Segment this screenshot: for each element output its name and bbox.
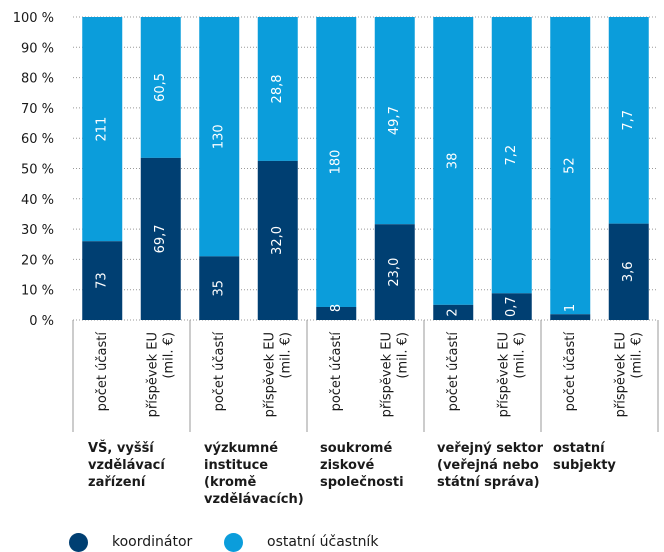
data-label-other: 180 — [329, 150, 344, 175]
x-tick-label: příspěvek EU — [379, 332, 394, 417]
y-tick-label: 100 % — [13, 11, 54, 26]
data-label-coordinator: 35 — [212, 280, 227, 297]
bar-other-participant — [491, 17, 532, 294]
x-tick-label: (mil. €) — [629, 332, 644, 379]
x-tick-label: příspěvek EU — [613, 332, 628, 417]
x-tick-label: (mil. €) — [512, 332, 527, 379]
data-label-other: 28,8 — [270, 74, 285, 103]
group-label-1: VŠ, vyšší vzdělávací zařízení — [88, 441, 165, 490]
data-label-coordinator: 32,0 — [270, 226, 285, 255]
data-label-coordinator: 1 — [563, 304, 578, 312]
data-label-other: 130 — [212, 124, 227, 149]
data-label-other: 211 — [95, 117, 110, 142]
legend-other: ostatní účastník — [224, 532, 379, 552]
bar-other-participant — [257, 17, 298, 161]
x-tick-label: počet účastí — [212, 332, 227, 412]
data-label-coordinator: 3,6 — [621, 261, 636, 282]
x-tick-label: počet účastí — [95, 332, 110, 412]
x-tick-label: (mil. €) — [395, 332, 410, 379]
bar-other-participant — [140, 17, 181, 158]
y-tick-label: 90 % — [21, 41, 54, 56]
bar-coordinator — [199, 256, 240, 320]
group-label-2: výzkumné instituce (kromě vzdělávacích) — [204, 441, 304, 507]
data-label-other: 38 — [446, 153, 461, 170]
data-label-coordinator: 23,0 — [387, 258, 402, 287]
bar-coordinator — [316, 306, 357, 320]
data-label-other: 49,7 — [387, 106, 402, 135]
legend-coordinator-label: koordinátor — [112, 534, 193, 550]
legend-coordinator-swatch — [69, 532, 88, 552]
bar-coordinator — [374, 224, 415, 320]
bar-coordinator — [433, 304, 474, 320]
y-tick-label: 70 % — [21, 102, 54, 117]
x-tick-label: počet účastí — [329, 332, 344, 412]
x-tick-label: příspěvek EU — [496, 332, 511, 417]
data-label-coordinator: 0,7 — [504, 296, 519, 317]
x-tick-label: příspěvek EU — [262, 332, 277, 417]
legend-coordinator: koordinátor — [69, 532, 193, 552]
x-tick-label: (mil. €) — [161, 332, 176, 379]
bar-coordinator — [82, 241, 123, 320]
data-label-coordinator: 8 — [329, 304, 344, 312]
bar-coordinator — [608, 223, 649, 320]
bar-coordinator — [140, 157, 181, 320]
data-label-coordinator: 2 — [446, 308, 461, 316]
bar-other-participant — [374, 17, 415, 225]
bar-other-participant — [550, 17, 591, 315]
data-label-other: 52 — [563, 157, 578, 174]
data-label-coordinator: 69,7 — [153, 224, 168, 253]
x-tick-label: počet účastí — [563, 332, 578, 412]
y-tick-label: 60 % — [21, 132, 54, 147]
group-label-3: soukromé ziskové společnosti — [320, 441, 404, 490]
y-tick-label: 10 % — [21, 284, 54, 299]
legend-other-label: ostatní účastník — [267, 534, 379, 550]
y-tick-label: 0 % — [29, 314, 54, 329]
y-tick-label: 40 % — [21, 193, 54, 208]
x-tick-label: příspěvek EU — [145, 332, 160, 417]
bar-coordinator — [257, 160, 298, 320]
y-tick-label: 50 % — [21, 163, 54, 178]
data-label-coordinator: 73 — [95, 272, 110, 289]
legend-other-swatch — [224, 532, 243, 552]
bar-coordinator — [491, 293, 532, 320]
bar-other-participant — [433, 17, 474, 305]
data-label-other: 7,2 — [504, 145, 519, 166]
bar-other-participant — [608, 17, 649, 224]
bar-other-participant — [199, 17, 240, 257]
group-label-5: ostatní subjekty — [553, 441, 616, 473]
bar-coordinator — [550, 314, 591, 320]
y-tick-label: 80 % — [21, 72, 54, 87]
x-tick-label: počet účastí — [446, 332, 461, 412]
data-label-other: 7,7 — [621, 110, 636, 131]
y-tick-label: 20 % — [21, 253, 54, 268]
y-tick-label: 30 % — [21, 223, 54, 238]
group-label-4: veřejný sektor (veřejná nebo státní sprá… — [437, 441, 543, 490]
data-label-other: 60,5 — [153, 73, 168, 102]
x-tick-label: (mil. €) — [278, 332, 293, 379]
bar-other-participant — [316, 17, 357, 307]
bar-other-participant — [82, 17, 123, 242]
